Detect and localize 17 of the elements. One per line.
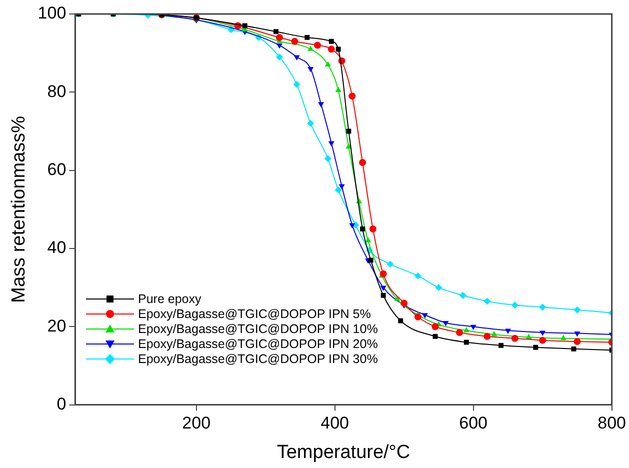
y-tick-label: 60 (47, 160, 66, 180)
x-axis-title: Temperature/°C (276, 442, 410, 463)
x-tick-label: 800 (598, 414, 626, 433)
y-tick-label: 100 (38, 4, 66, 23)
legend-label: Epoxy/Bagasse@TGIC@DOPOP IPN 10% (138, 322, 378, 336)
x-tick-label: 600 (459, 414, 488, 433)
y-tick-label: 20 (47, 316, 66, 336)
legend-label: Pure epoxy (138, 292, 202, 306)
legend-label: Epoxy/Bagasse@TGIC@DOPOP IPN 5% (138, 307, 371, 321)
x-tick-label: 200 (182, 414, 211, 433)
legend-label: Epoxy/Bagasse@TGIC@DOPOP IPN 30% (138, 352, 378, 366)
y-axis-title: Mass retentionmass% (8, 116, 30, 303)
y-tick-label: 80 (47, 82, 66, 101)
legend-label: Epoxy/Bagasse@TGIC@DOPOP IPN 20% (138, 337, 378, 351)
x-tick-label: 400 (320, 414, 350, 433)
y-tick-label: 0 (56, 394, 66, 414)
y-tick-label: 40 (47, 238, 66, 258)
